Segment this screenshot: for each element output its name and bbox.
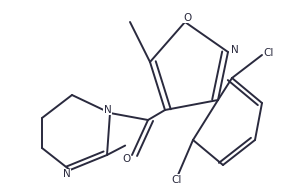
Text: O: O — [122, 154, 131, 164]
Text: Cl: Cl — [263, 48, 274, 58]
Text: Cl: Cl — [171, 175, 182, 185]
Text: O: O — [183, 13, 191, 23]
Text: N: N — [63, 169, 71, 179]
Text: N: N — [104, 105, 112, 115]
Text: N: N — [231, 45, 238, 55]
